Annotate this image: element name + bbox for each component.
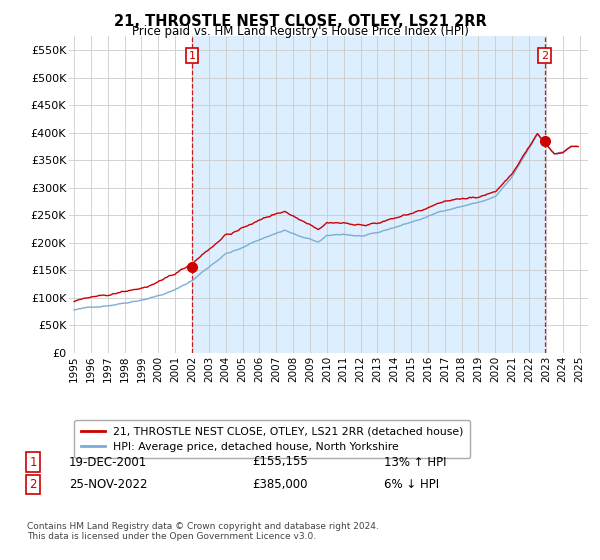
Text: 6% ↓ HPI: 6% ↓ HPI — [384, 478, 439, 491]
Text: 1: 1 — [188, 50, 196, 60]
Legend: 21, THROSTLE NEST CLOSE, OTLEY, LS21 2RR (detached house), HPI: Average price, d: 21, THROSTLE NEST CLOSE, OTLEY, LS21 2RR… — [74, 420, 470, 458]
Text: 21, THROSTLE NEST CLOSE, OTLEY, LS21 2RR: 21, THROSTLE NEST CLOSE, OTLEY, LS21 2RR — [113, 14, 487, 29]
Text: £385,000: £385,000 — [252, 478, 308, 491]
Text: Contains HM Land Registry data © Crown copyright and database right 2024.
This d: Contains HM Land Registry data © Crown c… — [27, 522, 379, 542]
Text: Price paid vs. HM Land Registry's House Price Index (HPI): Price paid vs. HM Land Registry's House … — [131, 25, 469, 38]
Bar — [192, 36, 545, 353]
Text: 1: 1 — [29, 455, 37, 469]
Text: 25-NOV-2022: 25-NOV-2022 — [69, 478, 148, 491]
Text: 2: 2 — [29, 478, 37, 491]
Text: 19-DEC-2001: 19-DEC-2001 — [69, 455, 147, 469]
Text: £155,155: £155,155 — [252, 455, 308, 469]
Text: 13% ↑ HPI: 13% ↑ HPI — [384, 455, 446, 469]
Text: 2: 2 — [541, 50, 548, 60]
